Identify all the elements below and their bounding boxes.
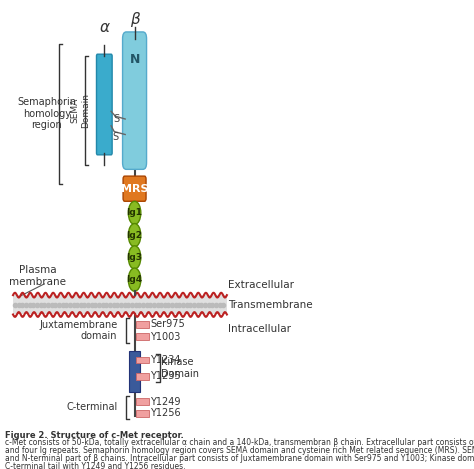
Circle shape [128,224,141,247]
Text: Juxtamembrane
domain: Juxtamembrane domain [39,320,118,341]
Text: α: α [100,20,109,35]
Bar [136,373,149,380]
Text: Ig1: Ig1 [127,208,143,218]
Text: Y1235: Y1235 [150,371,181,381]
Text: Y1234: Y1234 [150,355,181,365]
Circle shape [128,246,141,269]
Text: Y1003: Y1003 [150,332,181,342]
Text: Y1256: Y1256 [150,408,181,418]
Text: Ig2: Ig2 [127,231,143,240]
Bar [136,398,149,405]
Text: Ig3: Ig3 [127,253,143,262]
FancyBboxPatch shape [123,176,146,201]
Text: and N-terminal part of β chains. Intracellular part consists of Juxtamembrane do: and N-terminal part of β chains. Intrace… [5,454,474,463]
Text: Ig4: Ig4 [127,275,143,284]
Circle shape [128,201,141,225]
Text: Plasma
membrane: Plasma membrane [9,265,66,287]
Text: SEMA
Domain: SEMA Domain [71,93,90,128]
Text: C-terminal tail with Y1249 and Y1256 residues.: C-terminal tail with Y1249 and Y1256 res… [5,461,186,469]
Text: and four Ig repeats. Semaphorin homology region covers SEMA domain and cysteine : and four Ig repeats. Semaphorin homology… [5,446,474,455]
Text: Intracellular: Intracellular [228,324,292,334]
Text: Ser975: Ser975 [150,319,185,329]
Text: Figure 2. Structure of c-Met receptor.: Figure 2. Structure of c-Met receptor. [5,431,184,439]
Bar [136,356,149,363]
Text: Y1249: Y1249 [150,397,181,407]
Bar [13,295,227,315]
Text: Kinase
Domain: Kinase Domain [161,357,199,379]
Text: N: N [129,53,140,67]
Text: MRS: MRS [121,184,148,194]
Bar [136,410,149,416]
Text: c-Met consists of 50-kDa, totally extracellular α chain and a 140-kDa, transmemb: c-Met consists of 50-kDa, totally extrac… [5,439,474,447]
Text: β: β [130,12,139,27]
Text: C-terminal: C-terminal [66,402,118,412]
FancyBboxPatch shape [123,32,146,169]
Bar [136,333,149,340]
Text: Transmembrane: Transmembrane [228,300,313,310]
Text: Extracellular: Extracellular [228,280,294,290]
Bar [136,321,149,327]
Text: Semaphorin
homology
region: Semaphorin homology region [18,97,76,130]
Circle shape [128,268,141,291]
Bar [129,351,140,392]
Text: S: S [113,132,119,142]
Text: S: S [114,114,120,124]
FancyBboxPatch shape [97,54,112,155]
